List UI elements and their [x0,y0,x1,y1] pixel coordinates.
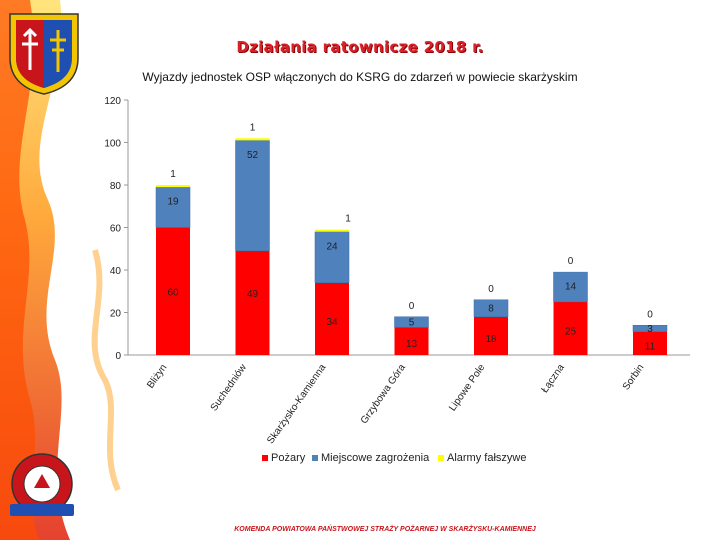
y-tick-label: 20 [110,309,122,320]
x-tick-label: Bliżyn [145,362,169,390]
data-label: 5 [409,318,415,329]
bar-segment-pozary [156,227,190,355]
bar-segment-miejscowe [235,140,270,252]
data-label: 18 [485,334,497,345]
bar-segment-alarmy [156,185,190,188]
legend-label: Miejscowe zagrożenia [321,452,430,464]
data-label: 11 [645,341,656,352]
x-tick-label: Lipowe Pole [447,362,488,413]
x-tick-label: Łączna [539,362,567,395]
x-tick-label: Sorbin [621,362,647,392]
bar-segment-alarmy [315,229,349,232]
legend-swatch [438,455,444,461]
data-label: 0 [647,309,653,320]
data-label: 8 [488,303,494,314]
footer-text: KOMENDA POWIATOWA PAŃSTWOWEJ STRAŻY POŻA… [234,526,536,533]
bar-segment-pozary [394,327,429,355]
bar-segment-miejscowe [632,325,668,332]
data-label: 49 [247,289,259,300]
x-tick-label: Skarżysko-Kamienna [265,362,328,446]
plot-background [128,100,720,355]
x-tick-label: Grzybowa Góra [359,362,408,426]
bar-segment-pozary [315,282,349,355]
bar-segment-pozary [553,301,588,355]
bar-segment-pozary [235,250,270,355]
bar-segment-miejscowe [314,231,350,283]
data-label: 52 [247,150,259,161]
data-label: 13 [406,339,418,350]
data-label: 0 [488,284,494,295]
bar-segment-pozary [633,331,667,355]
legend-swatch [312,455,318,461]
y-tick-label: 120 [104,96,121,107]
y-tick-label: 100 [104,139,121,150]
bar-segment-miejscowe [394,316,429,328]
data-label: 60 [167,288,179,299]
y-tick-label: 0 [115,351,121,362]
page-title: Działania ratownicze 2018 r. [236,38,484,56]
legend-label: Pożary [271,452,306,464]
bar-segment-miejscowe [553,271,588,303]
y-tick-label: 40 [110,266,122,277]
fire-service-logo [10,453,74,516]
bar-segment-miejscowe [155,186,191,228]
x-tick-label: Suchedniów [209,362,250,414]
data-label: 25 [565,326,577,337]
data-label: 0 [568,256,574,267]
legend-swatch [262,455,268,461]
legend-label: Alarmy fałszywe [447,452,526,464]
data-label: 3 [647,324,653,335]
data-label: 1 [250,122,256,133]
data-label: 19 [167,197,179,208]
y-tick-label: 80 [110,181,122,192]
bar-segment-alarmy [235,138,270,141]
bar-segment-pozary [474,316,508,355]
data-label: 34 [326,317,338,328]
data-label: 14 [565,282,577,293]
data-label: 24 [326,241,338,252]
chart-subtitle: Wyjazdy jednostek OSP włączonych do KSRG… [142,70,578,84]
data-label: 1 [170,169,176,180]
coat-of-arms-logo [9,13,79,95]
data-label: 0 [409,301,415,312]
y-tick-label: 60 [110,224,122,235]
bar-segment-miejscowe [473,299,509,317]
data-label: 1 [345,214,351,225]
